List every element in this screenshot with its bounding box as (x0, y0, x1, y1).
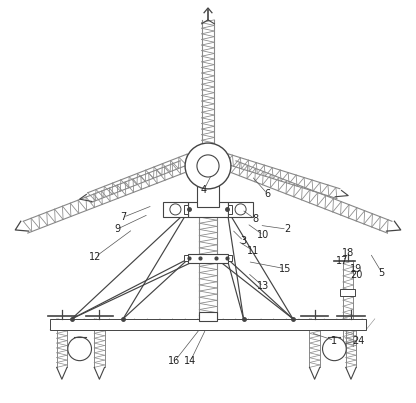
Bar (50, 319, 366, 330)
Text: 8: 8 (253, 214, 258, 224)
Bar (228, 202, 253, 217)
Circle shape (185, 143, 231, 189)
Bar (163, 202, 188, 217)
Text: 17: 17 (336, 256, 349, 266)
Text: 19: 19 (350, 264, 362, 274)
Text: 13: 13 (257, 281, 270, 291)
Text: 6: 6 (264, 189, 270, 199)
Text: 15: 15 (279, 264, 291, 274)
Text: 9: 9 (114, 224, 120, 234)
Text: 4: 4 (201, 185, 207, 195)
Bar (184, 205, 188, 214)
Bar (340, 289, 355, 296)
Bar (228, 205, 232, 214)
Text: 10: 10 (257, 230, 270, 240)
Text: 12: 12 (89, 252, 102, 262)
Text: 2: 2 (284, 224, 290, 234)
Circle shape (235, 204, 246, 215)
Circle shape (197, 155, 219, 177)
Bar (197, 183, 219, 207)
Bar (198, 312, 218, 321)
Bar (188, 202, 228, 217)
Circle shape (170, 204, 181, 215)
Text: 1: 1 (331, 336, 337, 345)
Text: 18: 18 (342, 248, 354, 258)
Text: 16: 16 (168, 356, 181, 366)
Text: 11: 11 (247, 246, 260, 256)
Circle shape (322, 337, 346, 361)
Bar (188, 254, 228, 263)
Text: 24: 24 (352, 336, 364, 345)
Bar (183, 256, 188, 262)
Text: 5: 5 (379, 268, 385, 278)
Text: 3: 3 (240, 236, 247, 246)
Circle shape (68, 337, 92, 361)
Bar (228, 256, 233, 262)
Text: 20: 20 (350, 270, 362, 280)
Text: 7: 7 (120, 212, 126, 222)
Text: 14: 14 (184, 356, 196, 366)
